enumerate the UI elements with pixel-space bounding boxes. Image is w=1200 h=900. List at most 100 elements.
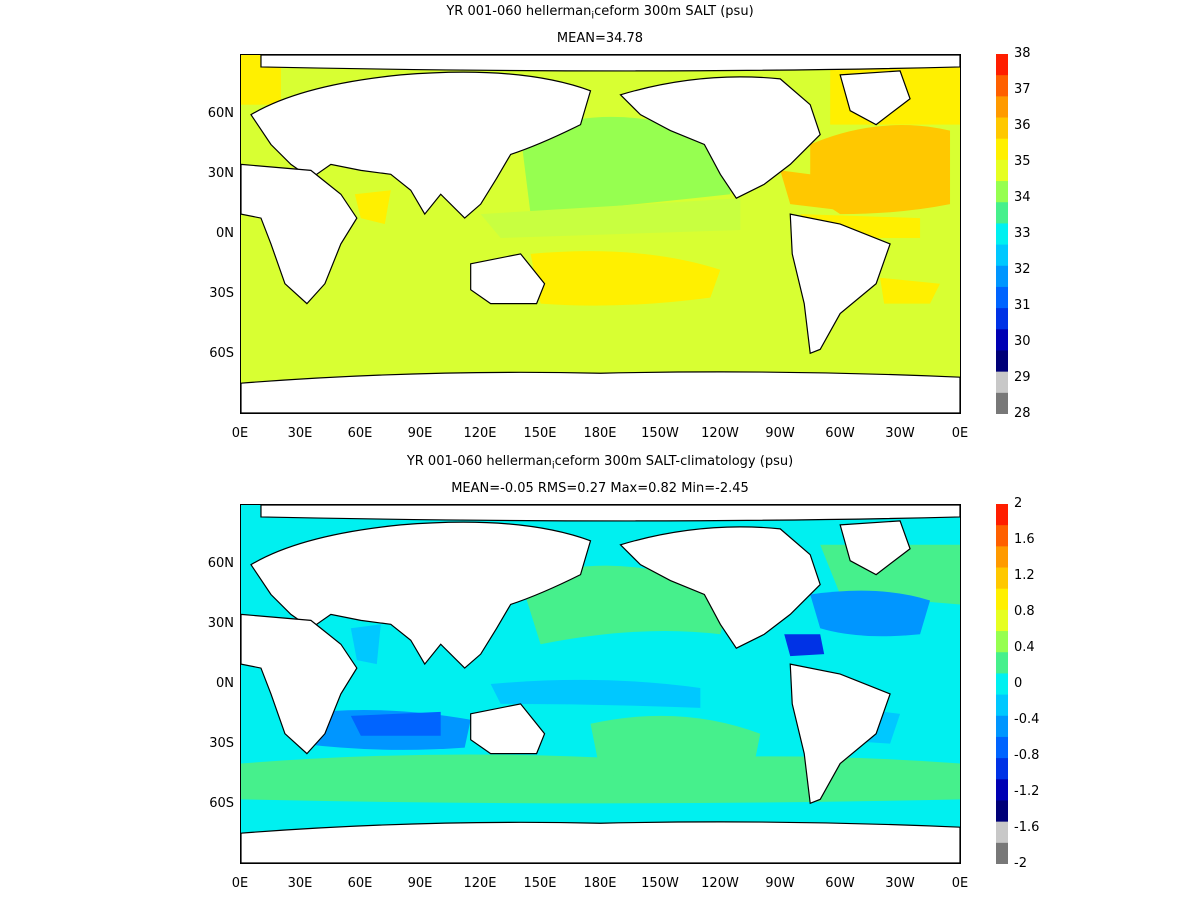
- colorbar-label: 0.8: [1014, 604, 1035, 619]
- land-masses: [241, 505, 960, 863]
- colorbar: [996, 504, 1008, 864]
- y-tick-label: 60S: [209, 796, 234, 811]
- map-plot: [240, 504, 961, 864]
- colorbar-swatch: [996, 138, 1008, 161]
- colorbar-label: -1.2: [1014, 784, 1040, 799]
- colorbar-label: 31: [1014, 298, 1031, 313]
- colorbar-swatch: [996, 54, 1008, 76]
- colorbar-swatch: [996, 673, 1008, 696]
- x-tick-label: 150E: [523, 876, 557, 891]
- colorbar-swatch: [996, 371, 1008, 394]
- colorbar-label: -0.4: [1014, 712, 1040, 727]
- colorbar-label: 29: [1014, 370, 1031, 385]
- colorbar-swatch: [996, 308, 1008, 330]
- x-tick-label: 0E: [231, 426, 249, 441]
- colorbar-swatch: [996, 715, 1008, 738]
- panel-subtitle: MEAN=-0.05 RMS=0.27 Max=0.82 Min=-2.45: [451, 481, 749, 496]
- colorbar-swatch: [996, 631, 1008, 653]
- x-tick-label: 180E: [583, 426, 617, 441]
- title-subscript: i: [591, 10, 595, 22]
- x-tick-label: 60E: [347, 426, 373, 441]
- colorbar-swatch: [996, 694, 1008, 717]
- x-tick-label: 150E: [523, 426, 557, 441]
- colorbar-label: 2: [1014, 496, 1023, 511]
- colorbar-label: 1.6: [1014, 532, 1035, 547]
- x-tick-label: 60E: [347, 876, 373, 891]
- title-text-rest: ceform 300m SALT-climatology (psu): [554, 454, 794, 469]
- colorbar-swatch: [996, 244, 1008, 267]
- y-tick-label: 60N: [207, 106, 234, 121]
- colorbar-label: 37: [1014, 82, 1031, 97]
- colorbar-swatch: [996, 736, 1008, 759]
- title-text: YR 001-060 hellerman: [446, 4, 592, 19]
- title-subscript: i: [551, 460, 555, 472]
- x-tick-label: 90E: [407, 426, 433, 441]
- colorbar-swatch: [996, 75, 1008, 97]
- y-tick-label: 30N: [207, 616, 234, 631]
- colorbar-swatch: [996, 117, 1008, 140]
- colorbar-swatch: [996, 392, 1008, 414]
- panel-subtitle: MEAN=34.78: [556, 31, 644, 46]
- y-tick-label: 30S: [209, 286, 234, 301]
- x-tick-label: 0E: [231, 876, 249, 891]
- colorbar-label: 32: [1014, 262, 1031, 277]
- y-tick-label: 60S: [209, 346, 234, 361]
- colorbar-label: 36: [1014, 118, 1031, 133]
- x-tick-label: 120E: [463, 426, 497, 441]
- colorbar-label: 0.4: [1014, 640, 1035, 655]
- colorbar-label: 35: [1014, 154, 1031, 169]
- colorbar-label: 1.2: [1014, 568, 1035, 583]
- y-tick-label: 0N: [216, 226, 234, 241]
- x-tick-label: 60W: [825, 876, 855, 891]
- y-tick-label: 0N: [216, 676, 234, 691]
- colorbar-label: -0.8: [1014, 748, 1040, 763]
- x-tick-label: 0E: [951, 426, 969, 441]
- colorbar-swatch: [996, 159, 1008, 182]
- colorbar-swatch: [996, 286, 1008, 309]
- colorbar-label: 0: [1014, 676, 1023, 691]
- x-tick-label: 120W: [701, 426, 739, 441]
- colorbar-swatch: [996, 329, 1008, 351]
- x-tick-label: 30E: [287, 426, 313, 441]
- colorbar-label: 28: [1014, 406, 1031, 421]
- colorbar-swatch: [996, 609, 1008, 632]
- colorbar-swatch: [996, 525, 1008, 547]
- mean-salinity-panel: YR 001-060 hellermaniceform 300m SALT (p…: [207, 4, 1031, 441]
- colorbar-swatch: [996, 842, 1008, 864]
- x-tick-label: 180E: [583, 876, 617, 891]
- title-text-rest: ceform 300m SALT (psu): [594, 4, 754, 19]
- salinity-anomaly-panel: YR 001-060 hellermaniceform 300m SALT-cl…: [0, 450, 1200, 900]
- colorbar-swatch: [996, 96, 1008, 119]
- x-tick-label: 120W: [701, 876, 739, 891]
- colorbar-swatch: [996, 202, 1008, 224]
- x-tick-label: 30E: [287, 876, 313, 891]
- colorbar-label: 33: [1014, 226, 1031, 241]
- land-masses: [241, 55, 960, 413]
- colorbar-swatch: [996, 546, 1008, 569]
- colorbar-swatch: [996, 265, 1008, 288]
- colorbar-label: 38: [1014, 46, 1031, 61]
- x-tick-label: 120E: [463, 876, 497, 891]
- colorbar: [996, 54, 1008, 414]
- x-tick-label: 60W: [825, 426, 855, 441]
- colorbar-swatch: [996, 821, 1008, 844]
- colorbar-label: 30: [1014, 334, 1031, 349]
- x-tick-label: 30W: [885, 876, 915, 891]
- title-text: YR 001-060 hellerman: [406, 454, 552, 469]
- colorbar-label: -1.6: [1014, 820, 1040, 835]
- colorbar-label: 34: [1014, 190, 1031, 205]
- colorbar-swatch: [996, 758, 1008, 780]
- colorbar-swatch: [996, 588, 1008, 611]
- y-tick-label: 30N: [207, 166, 234, 181]
- x-tick-label: 90W: [765, 426, 795, 441]
- x-tick-label: 90W: [765, 876, 795, 891]
- x-tick-label: 150W: [641, 876, 679, 891]
- high-salinity-region: [810, 125, 951, 215]
- y-tick-label: 60N: [207, 556, 234, 571]
- x-tick-label: 0E: [951, 876, 969, 891]
- panel-title: YR 001-060 hellermaniceform 300m SALT-cl…: [0, 454, 1200, 472]
- negative-anomaly-region: [810, 590, 931, 637]
- positive-anomaly-region: [520, 565, 731, 645]
- colorbar-swatch: [996, 181, 1008, 203]
- colorbar-swatch: [996, 350, 1008, 373]
